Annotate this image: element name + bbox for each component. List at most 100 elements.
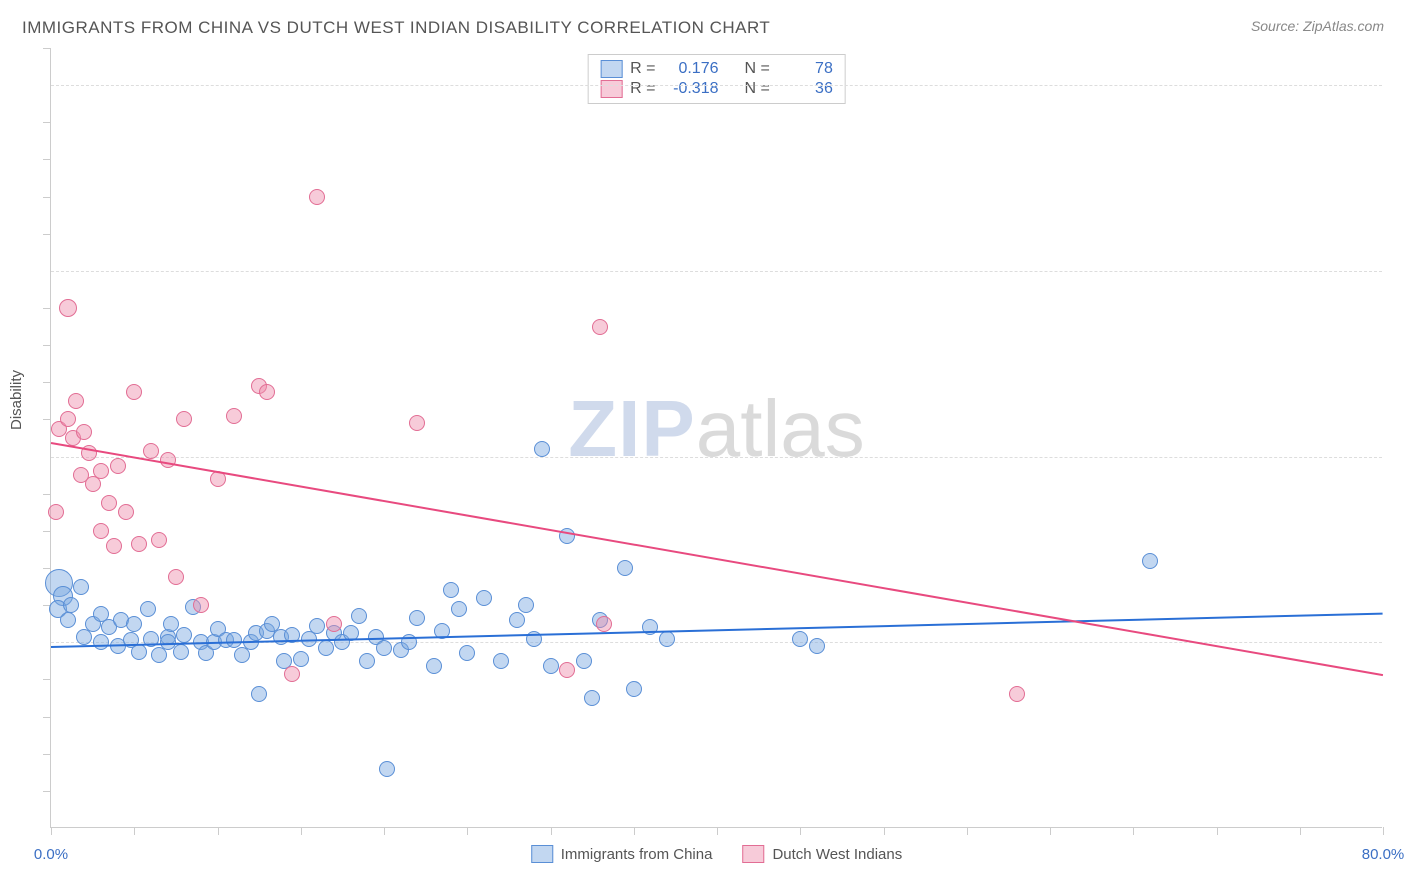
data-point [376, 640, 392, 656]
data-point [160, 452, 176, 468]
y-tick [43, 494, 51, 495]
chart-title: IMMIGRANTS FROM CHINA VS DUTCH WEST INDI… [22, 18, 770, 38]
x-tick [1383, 827, 1384, 835]
data-point [173, 644, 189, 660]
data-point [592, 319, 608, 335]
source-attribution: Source: ZipAtlas.com [1251, 18, 1384, 34]
stats-swatch-series2 [600, 80, 622, 98]
watermark-zip: ZIP [568, 383, 695, 472]
data-point [131, 644, 147, 660]
data-point [118, 504, 134, 520]
data-point [509, 612, 525, 628]
data-point [584, 690, 600, 706]
data-point [596, 616, 612, 632]
watermark-atlas: atlas [696, 383, 865, 472]
y-tick [43, 382, 51, 383]
data-point [1142, 553, 1158, 569]
x-tick [301, 827, 302, 835]
x-tick [717, 827, 718, 835]
data-point [617, 560, 633, 576]
y-tick-label: 20.0% [1392, 448, 1406, 465]
data-point [101, 495, 117, 511]
stats-n-value-2: 36 [778, 80, 833, 98]
data-point [73, 579, 89, 595]
data-point [63, 597, 79, 613]
y-tick-label: 30.0% [1392, 262, 1406, 279]
y-tick [43, 419, 51, 420]
data-point [659, 631, 675, 647]
data-point [409, 610, 425, 626]
x-tick [384, 827, 385, 835]
x-tick [134, 827, 135, 835]
y-tick [43, 568, 51, 569]
y-tick [43, 48, 51, 49]
y-tick [43, 122, 51, 123]
data-point [251, 686, 267, 702]
data-point [379, 761, 395, 777]
data-point [351, 608, 367, 624]
data-point [518, 597, 534, 613]
x-tick-label: 0.0% [34, 846, 68, 863]
y-tick-label: 10.0% [1392, 634, 1406, 651]
data-point [126, 616, 142, 632]
data-point [93, 523, 109, 539]
x-tick [634, 827, 635, 835]
stats-row-series1: R = 0.176 N = 78 [588, 59, 845, 79]
data-point [626, 681, 642, 697]
data-point [443, 582, 459, 598]
legend-label-series1: Immigrants from China [561, 846, 713, 863]
gridline [51, 85, 1382, 86]
data-point [476, 590, 492, 606]
data-point [309, 618, 325, 634]
y-tick [43, 754, 51, 755]
stats-row-series2: R = -0.318 N = 36 [588, 79, 845, 99]
x-tick [1217, 827, 1218, 835]
data-point [226, 408, 242, 424]
data-point [59, 299, 77, 317]
data-point [559, 662, 575, 678]
data-point [126, 384, 142, 400]
stats-n-value-1: 78 [778, 60, 833, 78]
data-point [110, 458, 126, 474]
stats-r-value-2: -0.318 [664, 80, 719, 98]
y-tick [43, 531, 51, 532]
data-point [318, 640, 334, 656]
data-point [259, 384, 275, 400]
stats-r-label-2: R = [630, 80, 655, 98]
gridline [51, 271, 1382, 272]
data-point [140, 601, 156, 617]
legend-swatch-series1 [531, 845, 553, 863]
y-tick-label: 40.0% [1392, 77, 1406, 94]
data-point [131, 536, 147, 552]
data-point [60, 612, 76, 628]
stats-r-label-1: R = [630, 60, 655, 78]
y-tick [43, 197, 51, 198]
data-point [426, 658, 442, 674]
data-point [93, 634, 109, 650]
x-tick [967, 827, 968, 835]
y-tick [43, 345, 51, 346]
data-point [68, 393, 84, 409]
data-point [284, 666, 300, 682]
data-point [576, 653, 592, 669]
data-point [163, 616, 179, 632]
data-point [1009, 686, 1025, 702]
x-tick [1133, 827, 1134, 835]
data-point [359, 653, 375, 669]
y-tick [43, 791, 51, 792]
data-point [176, 411, 192, 427]
watermark: ZIPatlas [568, 382, 864, 474]
x-tick [551, 827, 552, 835]
legend: Immigrants from China Dutch West Indians [531, 845, 903, 863]
stats-n-label-1: N = [745, 60, 770, 78]
x-tick [1300, 827, 1301, 835]
x-tick [51, 827, 52, 835]
data-point [493, 653, 509, 669]
correlation-stats-box: R = 0.176 N = 78 R = -0.318 N = 36 [587, 54, 846, 104]
x-tick [800, 827, 801, 835]
data-point [76, 424, 92, 440]
data-point [451, 601, 467, 617]
data-point [293, 651, 309, 667]
stats-n-label-2: N = [745, 80, 770, 98]
y-axis-label: Disability [8, 370, 25, 430]
